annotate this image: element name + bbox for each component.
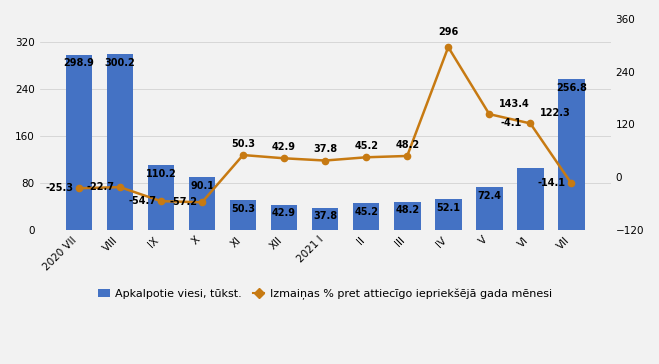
Bar xyxy=(517,168,544,230)
Text: 298.9: 298.9 xyxy=(63,58,94,68)
Bar xyxy=(394,202,420,230)
Bar xyxy=(188,177,215,230)
Text: 300.2: 300.2 xyxy=(105,58,135,68)
Text: 48.2: 48.2 xyxy=(395,205,419,215)
Text: -14.1: -14.1 xyxy=(538,178,566,188)
Text: 256.8: 256.8 xyxy=(556,83,587,93)
Text: 42.9: 42.9 xyxy=(272,208,296,218)
Bar xyxy=(435,199,461,230)
Legend: Apkalpotie viesi, tūkst., Izmaiņas % pret attiecīgo iepriekšējā gada mēnesi: Apkalpotie viesi, tūkst., Izmaiņas % pre… xyxy=(94,284,556,304)
Text: 110.2: 110.2 xyxy=(146,169,177,179)
Text: 37.8: 37.8 xyxy=(313,211,337,221)
Bar xyxy=(230,201,256,230)
Text: -22.7: -22.7 xyxy=(86,182,115,192)
Text: 42.9: 42.9 xyxy=(272,142,296,152)
Text: 50.3: 50.3 xyxy=(231,204,255,214)
Bar xyxy=(476,187,503,230)
Bar xyxy=(271,205,297,230)
Bar xyxy=(107,54,133,230)
Text: 37.8: 37.8 xyxy=(313,145,337,154)
Bar xyxy=(353,203,380,230)
Text: 45.2: 45.2 xyxy=(354,141,378,151)
Text: -54.7: -54.7 xyxy=(129,196,157,206)
Text: -25.3: -25.3 xyxy=(45,183,73,193)
Text: 48.2: 48.2 xyxy=(395,140,419,150)
Text: 143.4: 143.4 xyxy=(499,99,530,108)
Text: 72.4: 72.4 xyxy=(477,191,501,201)
Text: 122.3: 122.3 xyxy=(540,108,571,118)
Bar xyxy=(65,55,92,230)
Bar xyxy=(148,165,175,230)
Bar xyxy=(312,208,339,230)
Text: 90.1: 90.1 xyxy=(190,181,214,191)
Text: 45.2: 45.2 xyxy=(354,207,378,217)
Text: -4.1: -4.1 xyxy=(500,118,521,128)
Text: 50.3: 50.3 xyxy=(231,139,255,149)
Text: 296: 296 xyxy=(438,27,459,37)
Bar xyxy=(558,79,585,230)
Text: 52.1: 52.1 xyxy=(436,203,460,213)
Text: -57.2: -57.2 xyxy=(170,197,198,207)
